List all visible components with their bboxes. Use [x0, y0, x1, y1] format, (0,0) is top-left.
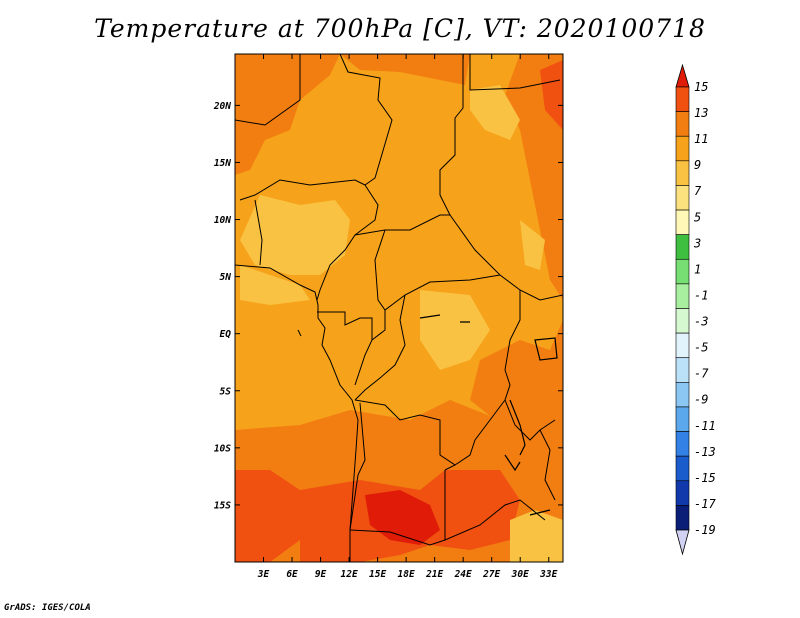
cool-region-east — [520, 220, 545, 270]
colorbar-label: -3 — [694, 315, 708, 329]
cool-region-coast — [240, 265, 310, 305]
colorbar-swatch — [675, 505, 690, 531]
x-tick-label: 3E — [257, 569, 270, 580]
colorbar-label: 3 — [693, 236, 701, 250]
x-tick-label: 30E — [511, 569, 529, 580]
colorbar-label: -9 — [694, 393, 708, 407]
colorbar-label: -11 — [694, 419, 716, 433]
warm-region-northeast — [505, 54, 563, 300]
colorbar-label: -1 — [694, 288, 708, 302]
colorbar-label: 1 — [694, 262, 701, 276]
chart-title: Temperature at 700hPa [C], VT: 202010071… — [94, 14, 706, 43]
colorbar-swatch — [675, 209, 690, 235]
axis-ticks — [235, 54, 563, 562]
colorbar-swatch — [675, 258, 690, 285]
warm-region-north — [340, 54, 470, 85]
cool-region-sudan — [470, 85, 520, 140]
cool-region-west-africa — [240, 195, 350, 275]
cool-region-southeast — [510, 510, 563, 562]
map-frame — [234, 53, 564, 563]
temperature-field — [235, 54, 563, 562]
colorbar-label: -19 — [694, 523, 716, 537]
colorbar-under-triangle — [675, 529, 690, 556]
warm-region-northwest — [235, 54, 340, 175]
x-tick-label: 24E — [454, 569, 472, 580]
x-tick-label: 12E — [341, 569, 358, 580]
colorbar-label: -17 — [694, 497, 716, 511]
colorbar-label: 7 — [694, 184, 702, 198]
colorbar-swatch — [675, 111, 690, 137]
grads-credit: GrADS: IGES/COLA — [4, 603, 91, 613]
hot-region-north-edge — [540, 60, 563, 130]
x-tick-label: 9E — [315, 569, 327, 580]
cool-region-congo — [420, 290, 490, 370]
colorbar-label: 15 — [694, 80, 708, 94]
x-tick-label: 27E — [482, 569, 500, 580]
colorbar-swatch — [675, 160, 690, 186]
colorbar-swatch — [675, 283, 690, 309]
country-borders — [235, 54, 563, 546]
colorbar-label: -15 — [694, 471, 716, 485]
colorbar-label: 13 — [694, 106, 708, 120]
colorbar-swatch — [675, 382, 690, 408]
y-tick-label: 10N — [214, 215, 231, 226]
x-tick-label: 6E — [286, 569, 298, 580]
y-tick-label: 20N — [213, 101, 231, 112]
y-tick-label: 10S — [214, 443, 231, 454]
colorbar-swatch — [675, 234, 690, 260]
colorbar-swatch — [675, 455, 690, 482]
colorbar-swatch — [675, 431, 690, 457]
coastline — [235, 264, 359, 562]
colorbar-label: -13 — [694, 445, 716, 459]
colorbar-label: 11 — [694, 132, 708, 146]
colorbar-label: -5 — [694, 341, 708, 355]
y-tick-label: 15N — [214, 158, 231, 169]
y-tick-label: 5S — [220, 386, 232, 397]
colorbar-label: 5 — [694, 210, 701, 224]
x-tick-label: 15E — [369, 569, 386, 580]
colorbar-swatch — [675, 86, 690, 112]
axis-labels: 3E 6E 9E 12E 15E 18E 21E 24E 27E 30E 33E 20N 15N 10N 5… — [213, 101, 558, 580]
colorbar-label: 9 — [694, 158, 701, 172]
colorbar-swatch — [675, 185, 690, 211]
colorbar-swatch — [675, 406, 690, 432]
y-tick-label: 15S — [214, 500, 231, 511]
colorbar-swatch — [675, 480, 690, 506]
colorbar: 15 13 11 9 7 5 3 1 -1 -3 -5 -7 -9 -11 -13 -15 -17 -19 — [675, 63, 716, 556]
x-tick-label: 21E — [425, 569, 443, 580]
y-tick-label: EQ — [220, 329, 232, 340]
x-tick-label: 33E — [539, 569, 557, 580]
colorbar-swatch — [675, 332, 690, 359]
x-tick-label: 18E — [398, 569, 415, 580]
lakes — [419, 314, 558, 516]
colorbar-swatch — [675, 135, 690, 162]
hot-region-southwest — [235, 470, 300, 562]
y-tick-label: 5N — [220, 272, 232, 283]
colorbar-swatch — [675, 308, 690, 334]
colorbar-over-triangle — [675, 63, 690, 88]
colorbar-swatch — [675, 357, 690, 383]
colorbar-label: -7 — [694, 367, 709, 381]
